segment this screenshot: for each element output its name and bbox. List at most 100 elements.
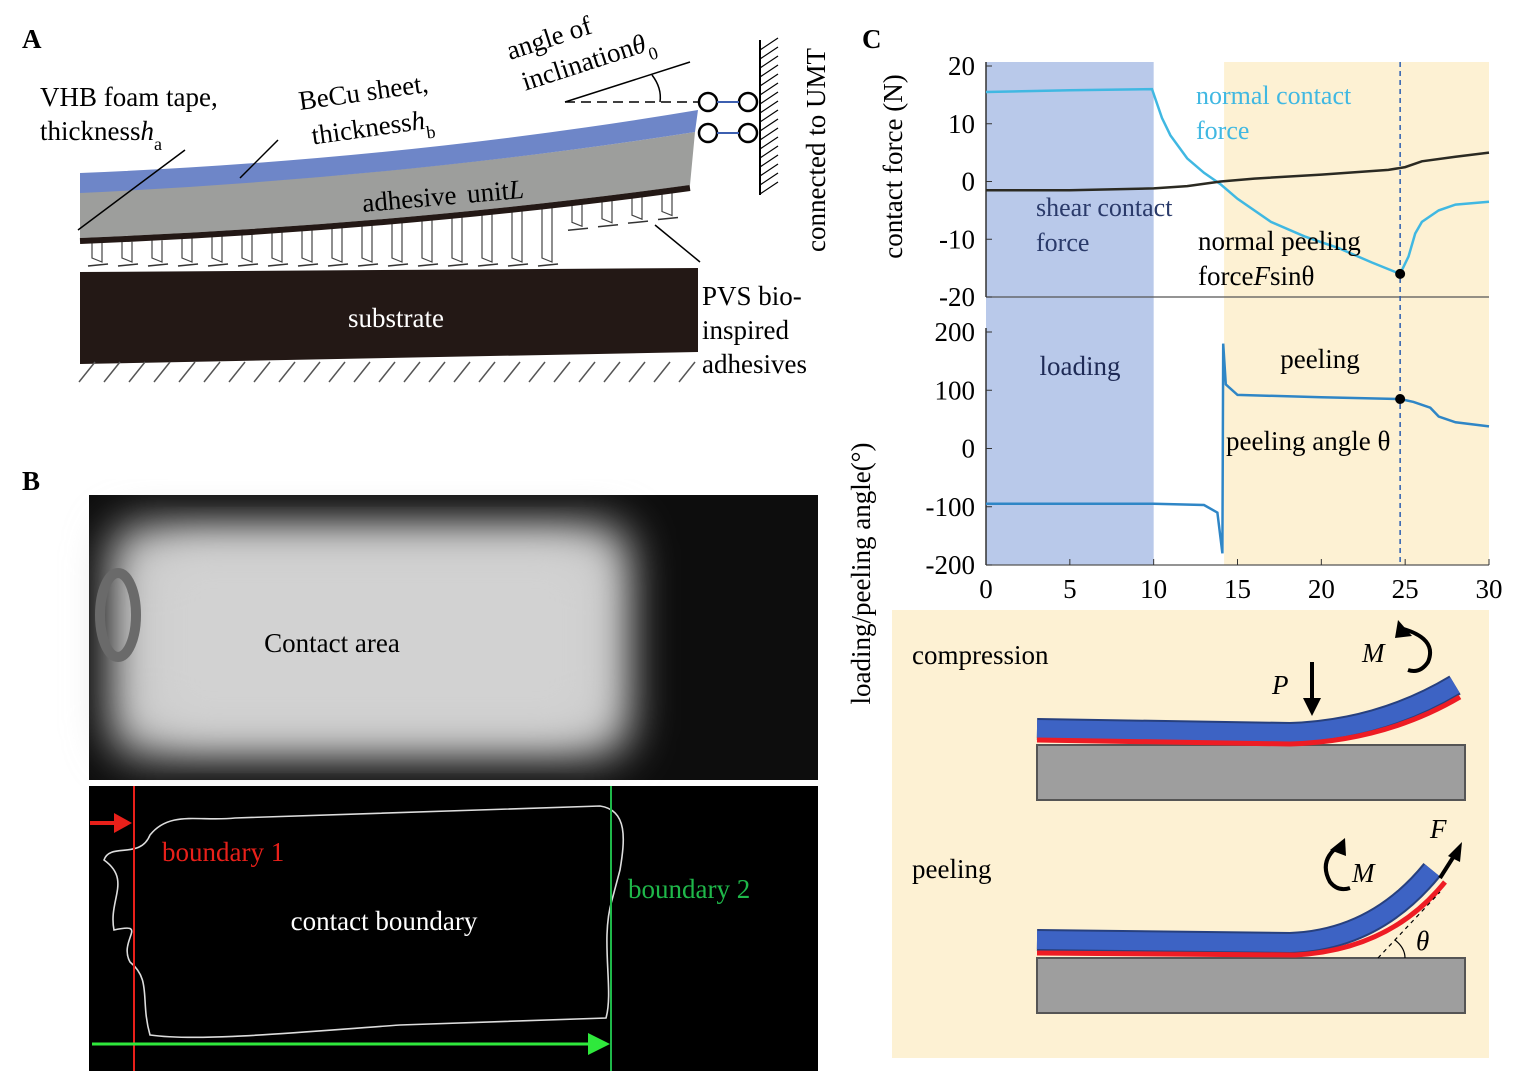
inclination-line [564, 61, 691, 103]
pillar-tip [627, 220, 649, 224]
hatch [759, 181, 779, 195]
moment-arrow [1399, 626, 1432, 673]
y-tick-label: 0 [962, 167, 976, 197]
strip [1036, 864, 1439, 953]
hatch [759, 172, 779, 186]
marker-point [1395, 268, 1406, 279]
angle-label: θ [1416, 926, 1429, 956]
adhesive-unit [80, 132, 695, 238]
hatch [178, 361, 196, 383]
hatch [228, 361, 246, 383]
becu-label: BeCu sheet,thicknesshb [297, 68, 437, 150]
label: peeling [912, 854, 991, 884]
pillar [121, 241, 133, 263]
text-part: sinθ [1270, 261, 1314, 291]
pillar [211, 236, 223, 263]
pillar [181, 238, 193, 263]
pillar-tip [297, 263, 319, 267]
shaded-region [1224, 62, 1489, 565]
annotation: normal peeling [1198, 226, 1361, 256]
text-part: h [409, 105, 427, 137]
pillar-tip [357, 263, 379, 267]
pillar [571, 202, 583, 228]
region-label: loading [1040, 351, 1121, 381]
hatch [603, 361, 621, 383]
pillar [601, 198, 613, 224]
text-part: L [507, 174, 526, 205]
pillar-tip [537, 263, 559, 267]
y-tick-label: 10 [948, 109, 975, 139]
substrate-block [1036, 744, 1466, 801]
angle-arc [1394, 939, 1406, 959]
hatch [759, 91, 779, 105]
pillar [361, 224, 373, 263]
text-part: normal peeling [1198, 226, 1361, 256]
arrow [1438, 854, 1456, 880]
series-line [986, 151, 1490, 192]
series-label: normal contact force [1196, 81, 1352, 145]
moment-label: M [1361, 638, 1386, 668]
pillar [91, 242, 103, 263]
hatch [103, 361, 121, 383]
adhesive-layer [1036, 880, 1447, 958]
pillar-tip [507, 263, 529, 267]
force-label: P [1271, 670, 1289, 700]
hinge [737, 91, 759, 113]
leader [654, 224, 701, 263]
label: boundary 2 [628, 874, 750, 904]
pillar [241, 234, 253, 263]
hatch [553, 361, 571, 383]
arrow-head [114, 813, 132, 833]
hatch [678, 361, 696, 383]
pillar [271, 232, 283, 263]
pillar-tip [327, 263, 349, 267]
hatch [303, 361, 321, 383]
x-tick-label: 5 [1063, 574, 1077, 604]
substrate [80, 268, 698, 364]
hatch [153, 361, 171, 383]
hatch [759, 136, 779, 150]
y-axis-label: contact force (N) [878, 74, 908, 258]
shaded-region [986, 62, 1154, 565]
pillar-tip [567, 227, 589, 232]
hatch [453, 361, 471, 383]
pillar-tip [597, 224, 619, 228]
y-tick-label: -20 [939, 282, 975, 312]
pillar-tip [657, 216, 679, 221]
arrow-head [1395, 620, 1412, 638]
text-part: thickness [40, 116, 141, 146]
pillar [541, 205, 553, 263]
text-part: F [1252, 261, 1270, 291]
hatch [428, 361, 446, 383]
becu-sheet [80, 110, 698, 193]
pillar-tip [417, 263, 439, 267]
hatch [78, 361, 96, 383]
pillar-tip [267, 263, 289, 267]
force-label: F [1429, 814, 1447, 844]
text-part: force [1198, 261, 1253, 291]
pillar [481, 212, 493, 263]
y-tick-label: -100 [926, 492, 976, 522]
x-tick-label: 15 [1224, 574, 1251, 604]
hatch [503, 361, 521, 383]
contact-contour [103, 805, 624, 1039]
ring [95, 568, 141, 662]
marker-point [1395, 393, 1406, 404]
label: thicknessha [40, 116, 162, 154]
series-line [986, 343, 1490, 554]
text-part: VHB foam tape, [40, 82, 218, 112]
pillar [631, 195, 643, 221]
label: connected to UMT [801, 48, 831, 252]
hatch [759, 154, 779, 168]
hatch [628, 361, 646, 383]
pillar-tip [237, 263, 259, 267]
substrate-block [1036, 957, 1466, 1014]
pillar [331, 227, 343, 263]
strip [1036, 677, 1460, 743]
x-tick-label: 10 [1140, 574, 1167, 604]
hatch [203, 361, 221, 383]
hatch [759, 100, 779, 114]
arrow-head [1330, 838, 1346, 856]
label: VHB foam tape, [40, 82, 218, 112]
